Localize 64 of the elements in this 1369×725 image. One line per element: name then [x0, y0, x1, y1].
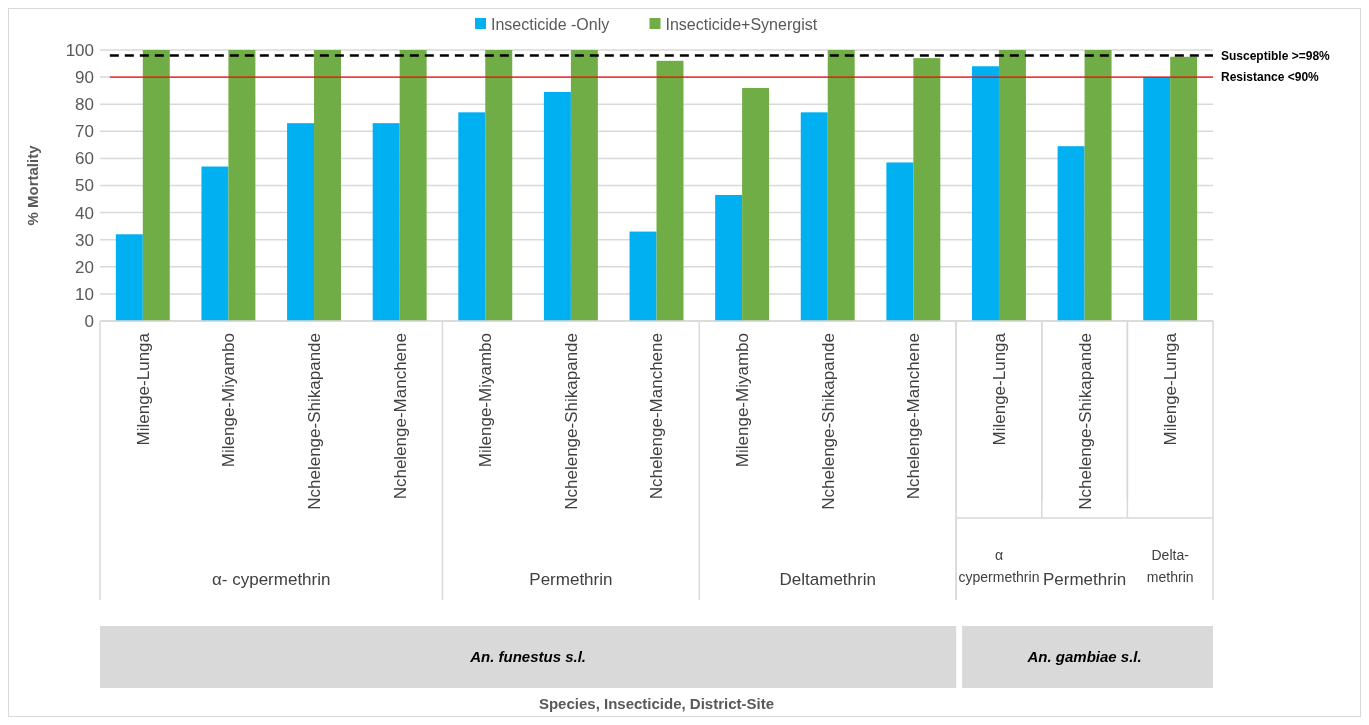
text: Delta-methrin: [1146, 547, 1194, 585]
bar: [287, 123, 315, 321]
ref-line-label: Resistance <90%: [1221, 70, 1320, 85]
bar: [913, 58, 941, 321]
ref-line-label: Susceptible >=98%: [1221, 48, 1331, 63]
bar: [1084, 50, 1112, 321]
x-tick-label: Milenge-Miyambo: [733, 333, 753, 468]
x-tick-label: Nchelenge-Manchene: [904, 333, 924, 500]
x-tick-label: Milenge-Lunga: [133, 332, 153, 446]
y-tick-label: 80: [75, 95, 94, 115]
text: α cypermethrin: [958, 547, 1040, 585]
bar: [971, 66, 999, 321]
bar: [372, 123, 400, 321]
x-tick-label: Nchelenge-Shikapande: [304, 333, 324, 510]
x-tick-label: Nchelenge-Shikapande: [818, 333, 838, 510]
x-tick-label: Nchelenge-Shikapande: [561, 333, 581, 510]
bar: [742, 87, 770, 321]
bar: [827, 50, 855, 321]
text: Permethrin: [529, 570, 613, 589]
bar: [458, 112, 486, 321]
legend-label: Insecticide+Synergist: [665, 15, 818, 33]
text: An. gambiae s.l.: [1026, 648, 1142, 666]
x-tick-label: Milenge-Miyambo: [219, 333, 239, 468]
text: Permethrin: [1043, 570, 1127, 589]
x-tick-label: Milenge-Lunga: [989, 332, 1009, 446]
x-tick-label: Nchelenge-Shikapande: [1075, 333, 1095, 510]
bar: [1170, 56, 1198, 321]
bar: [656, 60, 684, 321]
text: Species, Insecticide, District-Site: [538, 695, 775, 712]
bar: [570, 50, 598, 321]
bar: [314, 50, 342, 321]
y-tick-label: 100: [65, 40, 94, 60]
bar: [1143, 77, 1171, 321]
bar: [142, 50, 170, 321]
x-tick-label: Milenge-Lunga: [1161, 332, 1181, 446]
bar: [543, 92, 571, 321]
text: α- cypermethrin: [212, 570, 331, 589]
bar: [715, 194, 743, 321]
y-tick-label: 50: [75, 176, 94, 196]
y-tick-label: 20: [75, 257, 94, 277]
text: An. funestus s.l.: [469, 648, 587, 666]
bar: [228, 50, 256, 321]
y-tick-label: 10: [75, 284, 94, 304]
legend-label: Insecticide -Only: [491, 15, 610, 33]
bar: [800, 112, 828, 321]
bar: [886, 162, 914, 321]
bar: [998, 50, 1026, 321]
text: Deltamethrin: [779, 570, 876, 589]
bar: [115, 234, 143, 321]
x-tick-label: Nchelenge-Manchene: [647, 333, 667, 500]
y-axis-title: % Mortality: [24, 144, 41, 226]
y-tick-label: 60: [75, 149, 94, 169]
y-tick-label: 30: [75, 230, 94, 250]
y-tick-label: 90: [75, 68, 94, 88]
bar: [399, 50, 427, 321]
x-tick-label: Nchelenge-Manchene: [390, 333, 410, 500]
bar: [1057, 146, 1085, 321]
y-tick-label: 0: [84, 311, 94, 331]
x-tick-label: Milenge-Miyambo: [476, 333, 496, 468]
bar: [485, 50, 513, 321]
bar: [629, 231, 657, 321]
bar: [201, 166, 229, 321]
y-tick-label: 40: [75, 203, 94, 223]
y-tick-label: 70: [75, 122, 94, 142]
